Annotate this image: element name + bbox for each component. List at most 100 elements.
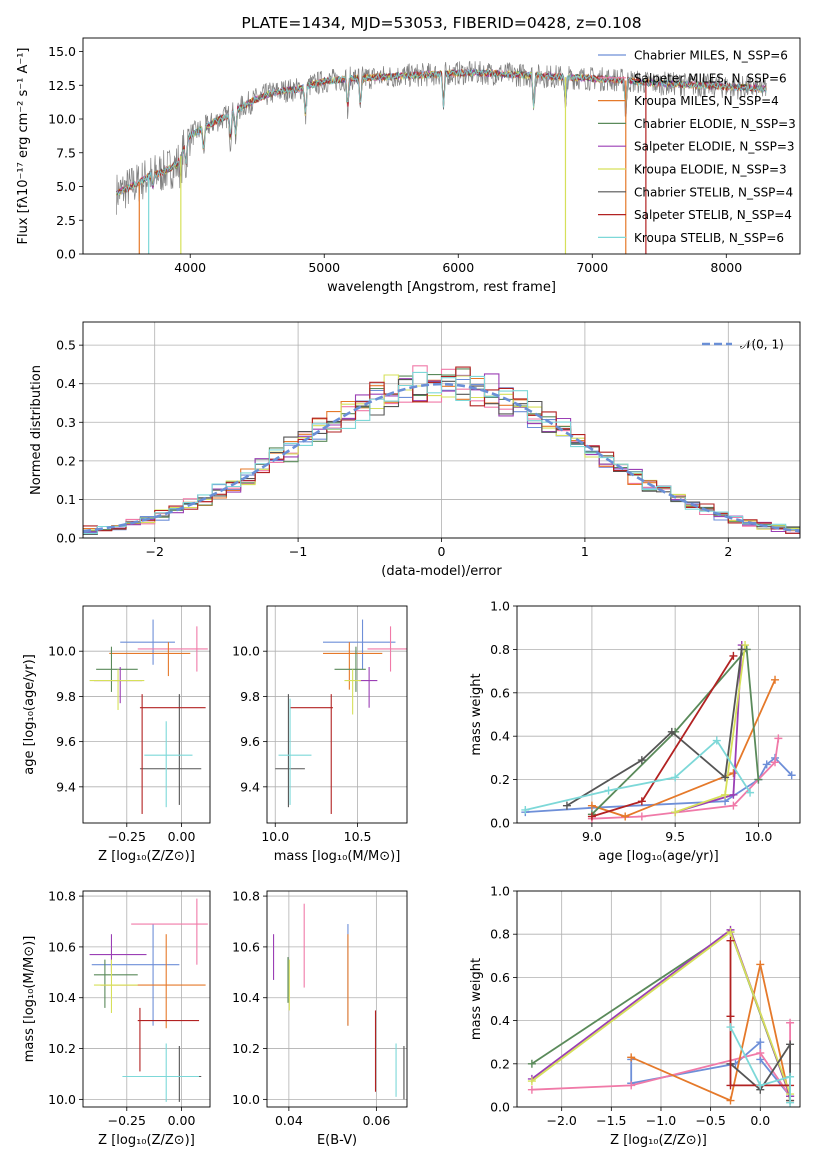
weight-marker bbox=[786, 1098, 795, 1107]
axes-frame bbox=[516, 890, 801, 1108]
weight-marker bbox=[521, 805, 530, 814]
weight-marker bbox=[587, 801, 596, 810]
legend: 𝒩(0, 1) bbox=[702, 338, 784, 352]
y-axis-label: age [log₁₀(age/yr)] bbox=[22, 654, 37, 775]
weight-marker bbox=[729, 769, 738, 778]
y-tick-label: 0.6 bbox=[490, 970, 510, 985]
weight-marker bbox=[604, 786, 613, 795]
y-tick-label: 0.0 bbox=[490, 816, 510, 831]
weight-marker bbox=[787, 771, 796, 780]
errorbars bbox=[89, 619, 208, 814]
x-tick-label: 0.00 bbox=[168, 829, 196, 844]
y-tick-label: 0.8 bbox=[490, 927, 510, 942]
weight-marker bbox=[756, 1049, 765, 1057]
y-axis-label: mass weight bbox=[469, 958, 484, 1040]
y-tick-label: 10.0 bbox=[48, 112, 76, 127]
y-tick-label: 15.0 bbox=[48, 44, 76, 59]
x-tick-label: 9.0 bbox=[582, 829, 602, 844]
y-tick-label: 10.8 bbox=[48, 889, 76, 904]
x-tick-label: 0 bbox=[438, 544, 446, 559]
weight-marker bbox=[726, 1096, 735, 1105]
y-tick-label: 10.6 bbox=[232, 939, 260, 954]
errorbars bbox=[89, 898, 208, 1102]
errorbars bbox=[275, 619, 407, 814]
y-tick-label: 0.2 bbox=[56, 453, 76, 468]
x-tick-label: −1 bbox=[289, 544, 307, 559]
weight-marker bbox=[667, 727, 676, 736]
weight-marker bbox=[587, 812, 596, 821]
weight-marker bbox=[756, 960, 765, 969]
x-tick-label: 0.06 bbox=[362, 1113, 390, 1128]
x-axis-label: wavelength [Angstrom, rest frame] bbox=[327, 280, 556, 295]
y-tick-label: 0.4 bbox=[56, 376, 76, 391]
y-tick-label: 10.0 bbox=[232, 1092, 260, 1107]
axes-frame bbox=[82, 890, 211, 1108]
y-tick-label: 0.4 bbox=[490, 729, 510, 744]
x-axis-label: mass [log₁₀(M/M⊙)] bbox=[274, 849, 401, 864]
weight-marker bbox=[712, 736, 721, 745]
weight-marker bbox=[726, 936, 735, 945]
weight-marker bbox=[737, 645, 746, 654]
legend-label: Kroupa ELODIE, N_SSP=3 bbox=[634, 163, 787, 177]
panel-spectrum: PLATE=1434, MJD=53053, FIBERID=0428, z=0… bbox=[16, 14, 801, 295]
weight-marker bbox=[726, 1012, 735, 1021]
panel-age-vs-mass: 10.0 10.5 9.4 9.6 9.8 10.0 mass [log₁₀(M/M⊙)] bbox=[232, 605, 408, 864]
histogram-8 bbox=[83, 371, 800, 535]
weight-marker bbox=[527, 1077, 536, 1086]
y-tick-label: 7.5 bbox=[56, 145, 76, 160]
chart-title: PLATE=1434, MJD=53053, FIBERID=0428, z=0… bbox=[241, 14, 641, 32]
weight-marker bbox=[786, 1072, 795, 1081]
axes-frame bbox=[266, 890, 408, 1108]
y-tick-label: 12.5 bbox=[48, 78, 76, 93]
weight-marker bbox=[527, 1085, 536, 1094]
weight-line-2 bbox=[630, 964, 791, 1102]
y-tick-label: 0.0 bbox=[56, 531, 76, 546]
x-tick-label: 8000 bbox=[710, 260, 742, 275]
y-tick-label: 0.4 bbox=[490, 1013, 510, 1028]
x-axis-label: Z [log₁₀(Z/Z⊙)] bbox=[98, 1133, 195, 1148]
model-fit-7 bbox=[116, 68, 767, 195]
y-tick-label: 1.0 bbox=[490, 884, 510, 899]
weight-marker bbox=[756, 1038, 765, 1047]
legend-label: 𝒩(0, 1) bbox=[740, 338, 784, 352]
y-tick-label: 9.4 bbox=[56, 779, 76, 794]
panel-mass-vs-EBV: 0.04 0.06 10.0 10.2 10.4 10.6 10.8 E(B-V) bbox=[232, 889, 408, 1148]
y-tick-label: 0.3 bbox=[56, 415, 76, 430]
weight-marker bbox=[627, 1053, 636, 1062]
x-tick-label: 5000 bbox=[308, 260, 340, 275]
weight-marker bbox=[729, 790, 738, 799]
x-tick-label: 2 bbox=[724, 544, 732, 559]
x-tick-label: −1.0 bbox=[646, 1113, 676, 1128]
legend: Chabrier MILES, N_SSP=6 Salpeter MILES, N… bbox=[598, 49, 796, 245]
y-tick-label: 0.6 bbox=[490, 685, 510, 700]
x-tick-label: −0.25 bbox=[108, 1113, 146, 1128]
x-tick-label: 9.5 bbox=[665, 829, 685, 844]
axes-frame bbox=[82, 321, 801, 539]
y-tick-label: 0.8 bbox=[490, 642, 510, 657]
normal-reference-curve bbox=[83, 382, 800, 533]
weight-marker bbox=[671, 808, 680, 817]
x-tick-label: −2.0 bbox=[547, 1113, 577, 1128]
axes-frame bbox=[82, 37, 801, 255]
weight-marker bbox=[721, 773, 730, 782]
y-tick-label: 9.6 bbox=[56, 734, 76, 749]
x-tick-label: −2 bbox=[145, 544, 163, 559]
y-axis-label: Flux [fλ10⁻¹⁷ erg cm⁻² s⁻¹ A⁻¹] bbox=[16, 48, 31, 245]
panel-residuals: −2 −1 0 1 2 0.0 0.1 0.2 0.3 0.4 0.5 (data-model)/er… bbox=[29, 321, 801, 579]
legend-label: Salpeter MILES, N_SSP=6 bbox=[634, 71, 787, 85]
weight-marker bbox=[771, 675, 780, 684]
legend-label: Chabrier ELODIE, N_SSP=3 bbox=[634, 117, 796, 131]
weight-marker bbox=[637, 797, 646, 806]
weight-marker bbox=[726, 1023, 735, 1032]
legend-label: Chabrier STELIB, N_SSP=4 bbox=[634, 185, 793, 199]
weight-marker bbox=[562, 801, 571, 810]
weight-marker bbox=[726, 928, 735, 937]
model-fit-8 bbox=[116, 68, 767, 196]
legend-label: Kroupa STELIB, N_SSP=6 bbox=[634, 231, 784, 245]
weight-marker bbox=[729, 651, 738, 660]
y-tick-label: 10.6 bbox=[48, 939, 76, 954]
spectrum-lines bbox=[116, 60, 767, 254]
weight-marker bbox=[756, 1081, 765, 1090]
y-tick-label: 10.8 bbox=[232, 889, 260, 904]
y-tick-label: 9.4 bbox=[240, 779, 260, 794]
